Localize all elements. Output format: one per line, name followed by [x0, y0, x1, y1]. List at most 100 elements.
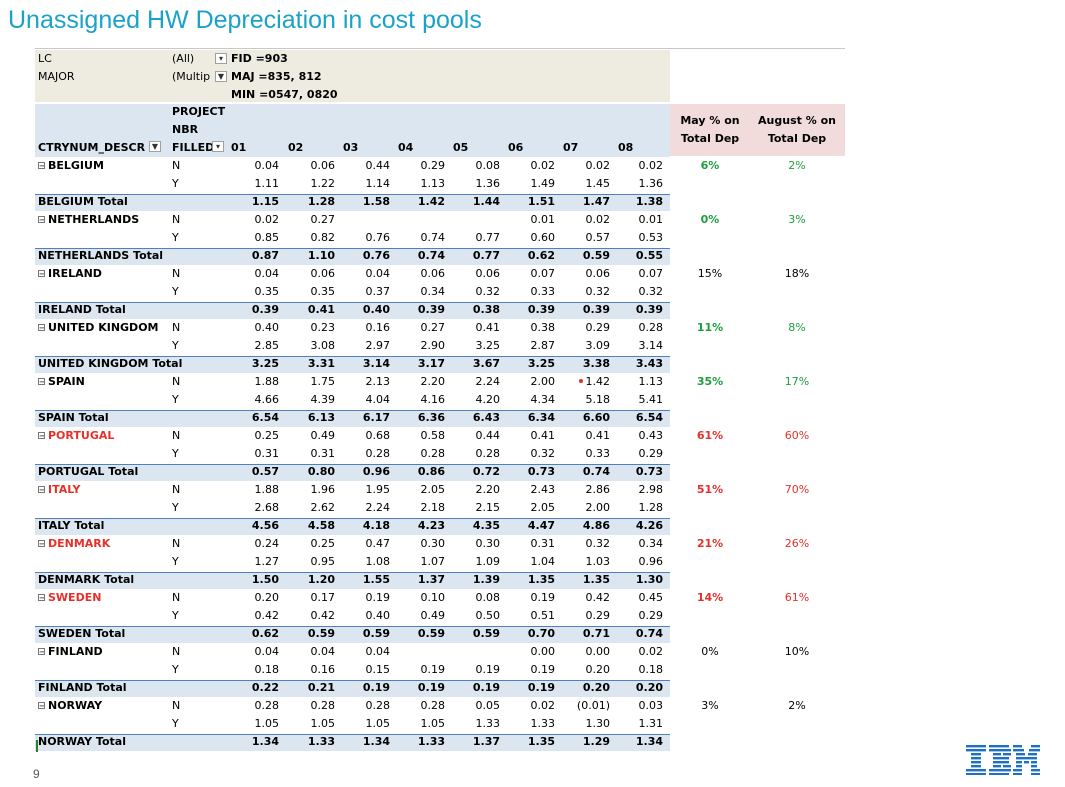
- country-label: PORTUGAL: [48, 429, 115, 442]
- total-cell: 4.86: [564, 519, 610, 533]
- value-text: 0.59: [582, 249, 610, 262]
- country-name[interactable]: − UNITED KINGDOM: [38, 321, 159, 335]
- total-cell: 0.20: [564, 681, 610, 695]
- value-text: 0.08: [475, 159, 501, 172]
- value-cell: 0.42: [233, 609, 280, 623]
- value-text: 0.02: [585, 213, 611, 226]
- dropdown-arrow-icon[interactable]: ▾: [215, 53, 227, 64]
- value-text: 3.09: [585, 339, 611, 352]
- country-name[interactable]: − SWEDEN: [38, 591, 101, 605]
- total-row: [35, 356, 670, 373]
- total-cell: 0.22: [233, 681, 279, 695]
- value-text: 3.08: [310, 339, 336, 352]
- total-cell: 0.59: [564, 249, 610, 263]
- filter-icon[interactable]: ▼: [215, 71, 227, 82]
- country-label: NORWAY: [48, 699, 103, 712]
- total-cell: 6.36: [399, 411, 445, 425]
- country-name[interactable]: − ITALY: [38, 483, 81, 497]
- collapse-icon[interactable]: −: [38, 540, 45, 548]
- value-cell: 0.27: [289, 213, 336, 227]
- value-text: 1.75: [310, 375, 336, 388]
- value-text: 4.86: [582, 519, 610, 532]
- august-pct: 26%: [784, 537, 810, 550]
- value-text: 1.34: [362, 735, 390, 748]
- august-pct: 18%: [784, 267, 810, 280]
- value-text: 0.20: [254, 591, 280, 604]
- value-cell: 0.23: [289, 321, 336, 335]
- value-text: 1.04: [530, 555, 556, 568]
- collapse-icon[interactable]: −: [38, 324, 45, 332]
- value-text: 0.32: [585, 537, 611, 550]
- project-flag: N: [172, 213, 181, 226]
- value-text: 0.32: [475, 285, 501, 298]
- value-cell: 0.19: [399, 663, 446, 677]
- value-text: 0.39: [417, 303, 445, 316]
- country-name[interactable]: − BELGIUM: [38, 159, 104, 173]
- value-text: 2.20: [475, 483, 501, 496]
- value-text: 0.18: [254, 663, 280, 676]
- total-row: [35, 734, 670, 751]
- value-text: 1.35: [527, 573, 555, 586]
- value-text: 0.34: [638, 537, 664, 550]
- total-label: UNITED KINGDOM Total: [38, 357, 183, 370]
- value-text: 1.39: [472, 573, 500, 586]
- filter-value-lc[interactable]: (All): [172, 52, 195, 65]
- may-pct: 0%: [701, 645, 719, 658]
- project-flag: N: [172, 699, 181, 712]
- value-cell: 0.07: [617, 267, 664, 281]
- collapse-icon[interactable]: −: [38, 216, 45, 224]
- value-cell: 0.25: [233, 429, 280, 443]
- country-name[interactable]: − SPAIN: [38, 375, 85, 389]
- country-name[interactable]: − PORTUGAL: [38, 429, 114, 443]
- total-cell: 0.87: [233, 249, 279, 263]
- chevron-down-icon[interactable]: ▾: [212, 141, 224, 152]
- value-text: 0.71: [582, 627, 610, 640]
- collapse-icon[interactable]: −: [38, 486, 45, 494]
- value-text: 1.03: [585, 555, 611, 568]
- project-flag: N: [172, 159, 181, 172]
- value-cell: 0.30: [454, 537, 501, 551]
- header-nbr: NBR: [172, 123, 199, 136]
- value-text: 0.02: [638, 159, 664, 172]
- filter-label-major: MAJOR: [38, 70, 75, 83]
- country-name[interactable]: − FINLAND: [38, 645, 103, 659]
- collapse-icon[interactable]: −: [38, 432, 45, 440]
- august-pct: 17%: [784, 375, 810, 388]
- august-pct: 2%: [788, 699, 806, 712]
- collapse-icon[interactable]: −: [38, 702, 45, 710]
- value-cell: 0.02: [509, 699, 556, 713]
- collapse-icon[interactable]: −: [38, 594, 45, 602]
- country-name[interactable]: − IRELAND: [38, 267, 102, 281]
- value-text: 1.27: [254, 555, 280, 568]
- filter-value-major[interactable]: (Multip: [172, 70, 211, 83]
- total-row: [35, 518, 670, 535]
- collapse-icon[interactable]: −: [38, 378, 45, 386]
- value-cell: 2.00: [564, 501, 611, 515]
- august-pct: 3%: [788, 213, 806, 226]
- filter-icon[interactable]: ▼: [149, 141, 161, 152]
- collapse-icon[interactable]: −: [38, 162, 45, 170]
- value-text: 1.10: [307, 249, 335, 262]
- total-cell: 3.14: [344, 357, 390, 371]
- value-text: 0.77: [472, 249, 500, 262]
- value-text: 0.39: [251, 303, 279, 316]
- value-text: 1.14: [365, 177, 391, 190]
- value-text: 2.05: [530, 501, 556, 514]
- collapse-icon[interactable]: −: [38, 648, 45, 656]
- country-name[interactable]: − DENMARK: [38, 537, 110, 551]
- value-cell: 2.00: [509, 375, 556, 389]
- value-text: 0.95: [310, 555, 336, 568]
- value-text: 0.19: [530, 591, 556, 604]
- filter-label-lc: LC: [38, 52, 52, 65]
- value-text: 1.35: [527, 735, 555, 748]
- collapse-icon[interactable]: −: [38, 270, 45, 278]
- value-text: 4.58: [307, 519, 335, 532]
- country-name[interactable]: − NORWAY: [38, 699, 102, 713]
- value-text: 0.04: [365, 645, 391, 658]
- total-cell: 0.86: [399, 465, 445, 479]
- value-text: 0.32: [530, 447, 556, 460]
- total-cell: 0.73: [509, 465, 555, 479]
- value-text: 0.30: [420, 537, 446, 550]
- value-text: 4.23: [417, 519, 445, 532]
- country-name[interactable]: − NETHERLANDS: [38, 213, 139, 227]
